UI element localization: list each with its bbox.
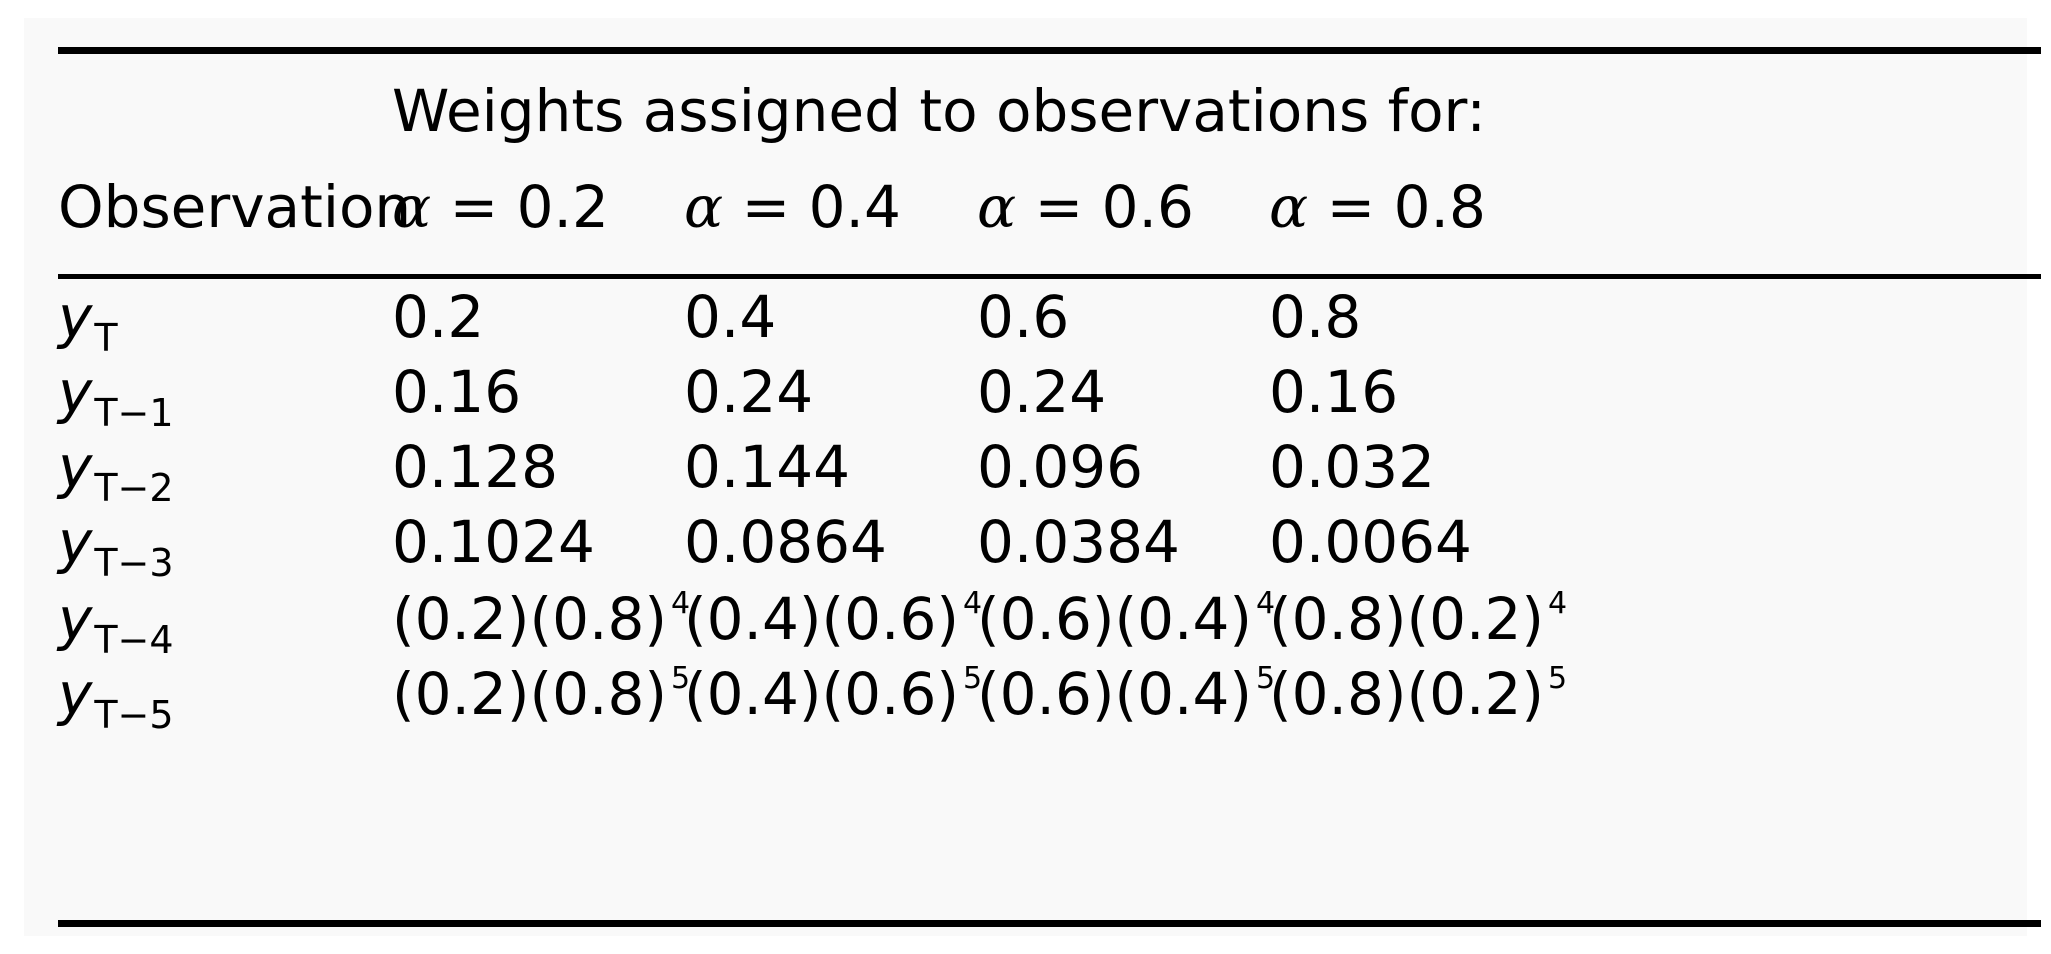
table-cell: 0.6 [977,283,1070,351]
row-label-y-t-minus-2: yT−2 [58,438,174,507]
table-cell: 0.24 [684,358,814,426]
table-cell: (0.4)(0.6) 4 [684,589,982,649]
row-label-y-t-minus-1: yT−1 [58,363,174,432]
row-label-y-t-minus-4: yT−4 [58,590,174,659]
table-cell: 0.144 [684,433,851,501]
table-cell: (0.8)(0.2) 4 [1269,589,1567,649]
cell-base: (0.8)(0.2) [1269,660,1544,728]
alpha-symbol: α [392,173,432,241]
bottom-rule [58,920,2041,927]
cell-base: (0.8)(0.2) [1269,585,1544,653]
cell-exponent: 5 [963,661,983,696]
column-label: = 0.2 [449,173,609,241]
cell-exponent: 4 [1256,586,1276,621]
column-header-alpha-0-2: α = 0.2 [392,178,609,236]
alpha-symbol: α [1269,173,1309,241]
column-header-alpha-0-4: α = 0.4 [684,178,901,236]
cell-base: (0.6)(0.4) [977,660,1252,728]
table-cell: 0.096 [977,433,1144,501]
cell-base: (0.4)(0.6) [684,585,959,653]
column-label: = 0.8 [1326,173,1486,241]
table-cell: 0.4 [684,283,777,351]
alpha-symbol: α [977,173,1017,241]
cell-exponent: 4 [671,586,691,621]
cell-exponent: 4 [1548,586,1568,621]
variable-symbol: y [58,585,93,653]
column-label: = 0.6 [1034,173,1194,241]
table-cell: (0.2)(0.8) 5 [392,664,690,724]
table-cell: 0.1024 [392,508,595,576]
cell-exponent: 5 [1548,661,1568,696]
cell-exponent: 5 [1256,661,1276,696]
table-cell: 0.24 [977,358,1107,426]
table-cell: 0.16 [392,358,522,426]
table-cell: (0.6)(0.4) 4 [977,589,1275,649]
column-header-alpha-0-8: α = 0.8 [1269,178,1486,236]
table-cell: (0.4)(0.6) 5 [684,664,982,724]
row-label-y-t-minus-5: yT−5 [58,665,174,734]
row-header: Observation [58,173,412,241]
table-cell: (0.6)(0.4) 5 [977,664,1275,724]
column-label: = 0.4 [741,173,901,241]
variable-symbol: y [58,358,93,426]
cell-base: (0.2)(0.8) [392,585,667,653]
variable-subscript: T−5 [94,693,174,737]
group-header: Weights assigned to observations for: [392,77,1486,145]
table-cell: (0.2)(0.8) 4 [392,589,690,649]
row-label-y-t-minus-3: yT−3 [58,513,174,582]
table-cell: 0.0384 [977,508,1180,576]
table-cell: 0.032 [1269,433,1436,501]
cell-exponent: 4 [963,586,983,621]
table-cell: 0.16 [1269,358,1399,426]
table-cell: 0.2 [392,283,485,351]
column-header-alpha-0-6: α = 0.6 [977,178,1194,236]
variable-subscript: T−2 [94,466,174,510]
table-slide: Weights assigned to observations for: Ob… [24,18,2041,936]
cell-base: (0.2)(0.8) [392,660,667,728]
header-rule [58,274,2041,279]
table-cell: 0.128 [392,433,559,501]
variable-subscript: T−3 [94,541,174,585]
cell-base: (0.4)(0.6) [684,660,959,728]
cell-base: (0.6)(0.4) [977,585,1252,653]
table-cell: 0.0064 [1269,508,1472,576]
table-cell: (0.8)(0.2) 5 [1269,664,1567,724]
top-rule [58,47,2041,54]
cell-exponent: 5 [671,661,691,696]
table-cell: 0.8 [1269,283,1362,351]
variable-subscript: T [94,316,118,360]
alpha-symbol: α [684,173,724,241]
variable-subscript: T−4 [94,618,174,662]
variable-symbol: y [58,283,93,351]
table-cell: 0.0864 [684,508,887,576]
variable-symbol: y [58,660,93,728]
variable-symbol: y [58,508,93,576]
variable-subscript: T−1 [94,391,174,435]
variable-symbol: y [58,433,93,501]
row-label-y-t: yT [58,288,118,357]
